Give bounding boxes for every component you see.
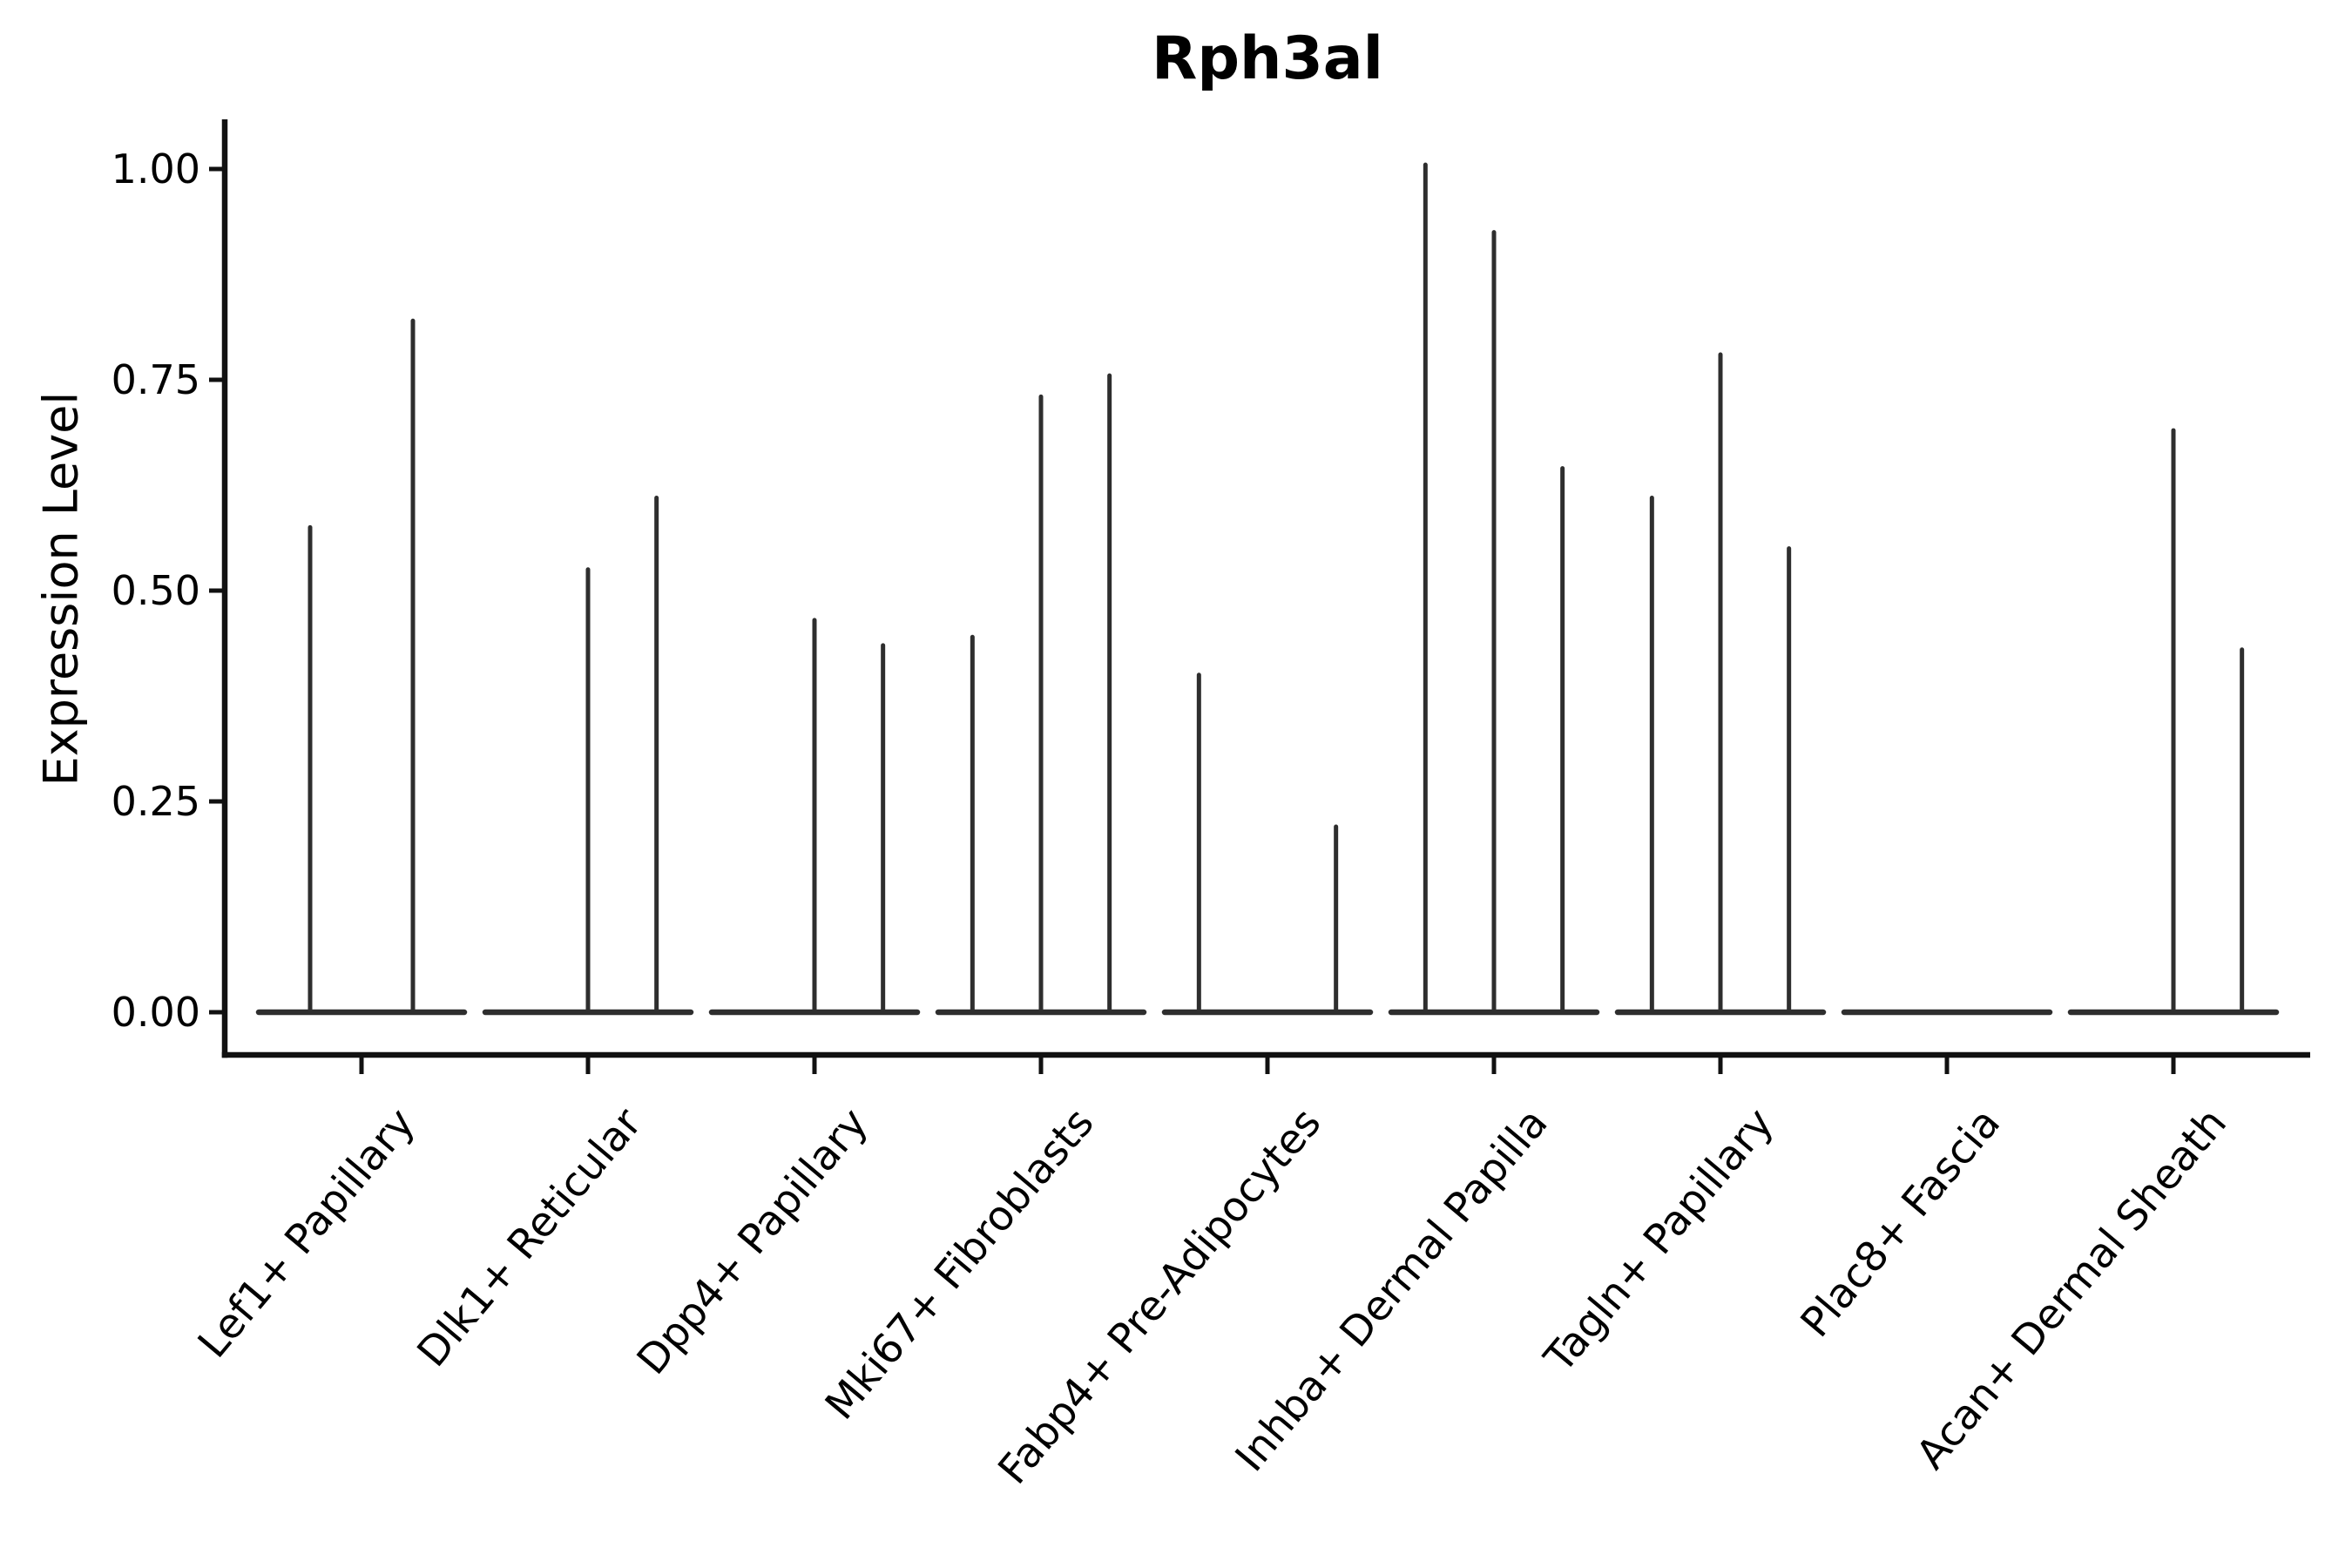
y-tick-label: 0.50 bbox=[111, 567, 200, 614]
y-tick-label: 0.00 bbox=[111, 989, 200, 1036]
y-tick-label: 1.00 bbox=[111, 145, 200, 193]
y-tick-label: 0.25 bbox=[111, 778, 200, 825]
y-tick-label: 0.75 bbox=[111, 356, 200, 403]
chart-title: Rph3al bbox=[1152, 24, 1383, 93]
